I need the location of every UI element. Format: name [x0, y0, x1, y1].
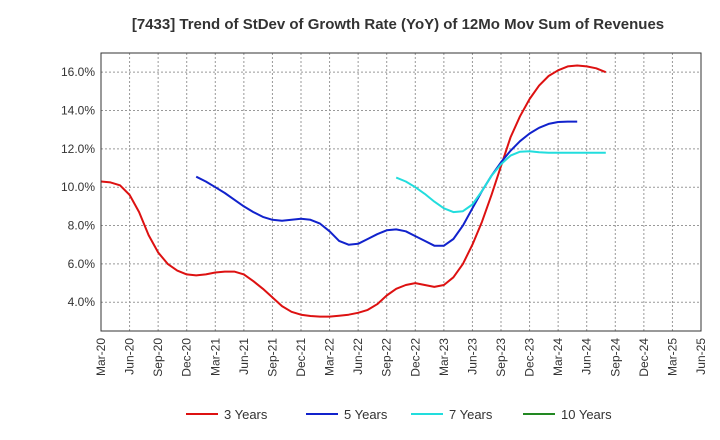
plot-background	[101, 53, 701, 331]
x-tick-label: Jun-24	[580, 338, 594, 375]
x-tick-label: Mar-23	[437, 338, 451, 376]
x-tick-label: Mar-24	[551, 338, 565, 376]
series-line-5-years	[195, 120, 578, 247]
legend-label: 3 Years	[224, 407, 268, 422]
x-tick-label: Jun-21	[237, 338, 251, 375]
x-tick-label: Sep-20	[151, 338, 165, 377]
legend-label: 7 Years	[449, 407, 493, 422]
x-tick-label: Dec-24	[637, 338, 651, 377]
x-tick-label: Jun-25	[694, 338, 708, 375]
y-tick-label: 14.0%	[61, 104, 95, 118]
x-tick-label: Mar-25	[665, 338, 679, 376]
x-tick-label: Dec-20	[180, 338, 194, 377]
legend-label: 5 Years	[344, 407, 388, 422]
series-line-7-years	[395, 150, 606, 214]
x-tick-label: Jun-23	[465, 338, 479, 375]
x-tick-label: Dec-23	[523, 338, 537, 377]
y-tick-label: 16.0%	[61, 65, 95, 79]
plot-area: 4.0% 6.0% 8.0% 10.0% 12.0% 14.0% 16.0% Mar-20 Ju…	[61, 52, 708, 377]
x-tick-label: Sep-21	[265, 338, 279, 377]
x-tick-label: Sep-23	[494, 338, 508, 377]
x-tick-label: Mar-20	[94, 338, 108, 376]
x-tick-label: Mar-21	[208, 338, 222, 376]
x-tick-label: Jun-20	[123, 338, 137, 375]
y-tick-label: 10.0%	[61, 180, 95, 194]
series-line-3-years	[100, 64, 607, 318]
x-tick-label: Dec-21	[294, 338, 308, 377]
x-tick-label: Sep-24	[608, 338, 622, 377]
plot-frame	[100, 52, 702, 332]
chart-title: [7433] Trend of StDev of Growth Rate (Yo…	[132, 16, 664, 33]
y-tick-label: 12.0%	[61, 142, 95, 156]
y-tick-label: 6.0%	[68, 257, 96, 271]
x-tick-label: Dec-22	[408, 338, 422, 377]
y-tick-label: 8.0%	[68, 219, 96, 233]
x-tick-label: Sep-22	[380, 338, 394, 377]
legend-label: 10 Years	[561, 407, 612, 422]
legend: 3 Years 5 Years 7 Years 10 Years	[186, 407, 612, 422]
x-tick-label: Jun-22	[351, 338, 365, 375]
y-tick-label: 4.0%	[68, 295, 96, 309]
x-tick-label: Mar-22	[323, 338, 337, 376]
